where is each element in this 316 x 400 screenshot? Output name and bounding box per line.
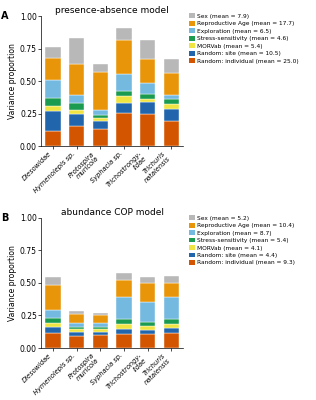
Bar	[140, 326, 155, 330]
Bar	[164, 333, 179, 348]
Bar	[116, 74, 132, 91]
Bar	[45, 277, 61, 285]
Bar	[140, 99, 155, 102]
Bar	[69, 323, 84, 326]
Legend: Sex (mean = 5.2), Reproductive Age (mean = 10.4), Exploration (mean = 8.7), Stre: Sex (mean = 5.2), Reproductive Age (mean…	[189, 215, 295, 266]
Bar	[45, 310, 61, 318]
Bar	[140, 277, 155, 284]
Bar	[116, 113, 132, 146]
Bar	[116, 329, 132, 334]
Bar	[93, 72, 108, 110]
Bar	[93, 129, 108, 146]
Bar	[164, 319, 179, 324]
Bar	[140, 330, 155, 334]
Bar	[116, 334, 132, 348]
Bar	[93, 313, 108, 315]
Bar	[140, 302, 155, 322]
Bar	[140, 94, 155, 99]
Bar	[45, 58, 61, 80]
Y-axis label: Variance proportion: Variance proportion	[8, 245, 17, 321]
Bar	[45, 80, 61, 98]
Bar	[116, 91, 132, 96]
Bar	[69, 110, 84, 114]
Bar	[164, 328, 179, 333]
Bar	[93, 335, 108, 348]
Bar	[93, 329, 108, 332]
Bar	[69, 336, 84, 348]
Bar	[69, 314, 84, 323]
Bar	[69, 312, 84, 314]
Bar	[164, 73, 179, 95]
Bar	[116, 320, 132, 324]
Bar	[164, 324, 179, 328]
Bar	[69, 103, 84, 110]
Bar	[164, 104, 179, 109]
Bar	[140, 334, 155, 348]
Bar	[69, 64, 84, 96]
Bar	[164, 298, 179, 319]
Bar	[93, 64, 108, 72]
Bar	[69, 332, 84, 336]
Bar	[93, 332, 108, 335]
Bar	[116, 324, 132, 329]
Bar	[140, 58, 155, 83]
Bar	[69, 329, 84, 332]
Legend: Sex (mean = 7.9), Reproductive Age (mean = 17.7), Exploration (mean = 6.5), Stre: Sex (mean = 7.9), Reproductive Age (mean…	[189, 13, 299, 64]
Text: B: B	[1, 212, 9, 222]
Bar	[140, 102, 155, 114]
Bar	[45, 131, 61, 146]
Bar	[116, 297, 132, 320]
Bar	[93, 110, 108, 115]
Bar	[45, 323, 61, 326]
Bar	[164, 282, 179, 298]
Bar	[140, 284, 155, 302]
Bar	[164, 109, 179, 121]
Title: presence-absence model: presence-absence model	[55, 6, 169, 15]
Bar	[45, 285, 61, 310]
Text: A: A	[1, 11, 9, 21]
Bar	[45, 326, 61, 333]
Bar	[93, 327, 108, 329]
Bar	[45, 333, 61, 348]
Bar	[140, 40, 155, 58]
Bar	[69, 126, 84, 146]
Bar	[140, 322, 155, 326]
Y-axis label: Variance proportion: Variance proportion	[8, 43, 17, 119]
Bar	[116, 28, 132, 40]
Bar	[93, 118, 108, 121]
Bar	[93, 315, 108, 323]
Bar	[45, 47, 61, 58]
Bar	[93, 323, 108, 327]
Bar	[69, 96, 84, 103]
Bar	[140, 83, 155, 94]
Bar	[45, 111, 61, 131]
Bar	[116, 40, 132, 74]
Bar	[45, 98, 61, 106]
Bar	[45, 318, 61, 323]
Bar	[69, 326, 84, 329]
Bar	[164, 99, 179, 104]
Bar	[116, 273, 132, 280]
Bar	[116, 103, 132, 113]
Bar	[93, 121, 108, 129]
Bar	[164, 121, 179, 146]
Bar	[69, 38, 84, 64]
Bar	[116, 96, 132, 103]
Bar	[45, 106, 61, 111]
Bar	[164, 59, 179, 73]
Bar	[116, 280, 132, 297]
Bar	[69, 114, 84, 126]
Bar	[164, 95, 179, 99]
Bar	[93, 115, 108, 118]
Bar	[140, 114, 155, 146]
Bar	[164, 276, 179, 282]
Title: abundance COP model: abundance COP model	[61, 208, 164, 217]
